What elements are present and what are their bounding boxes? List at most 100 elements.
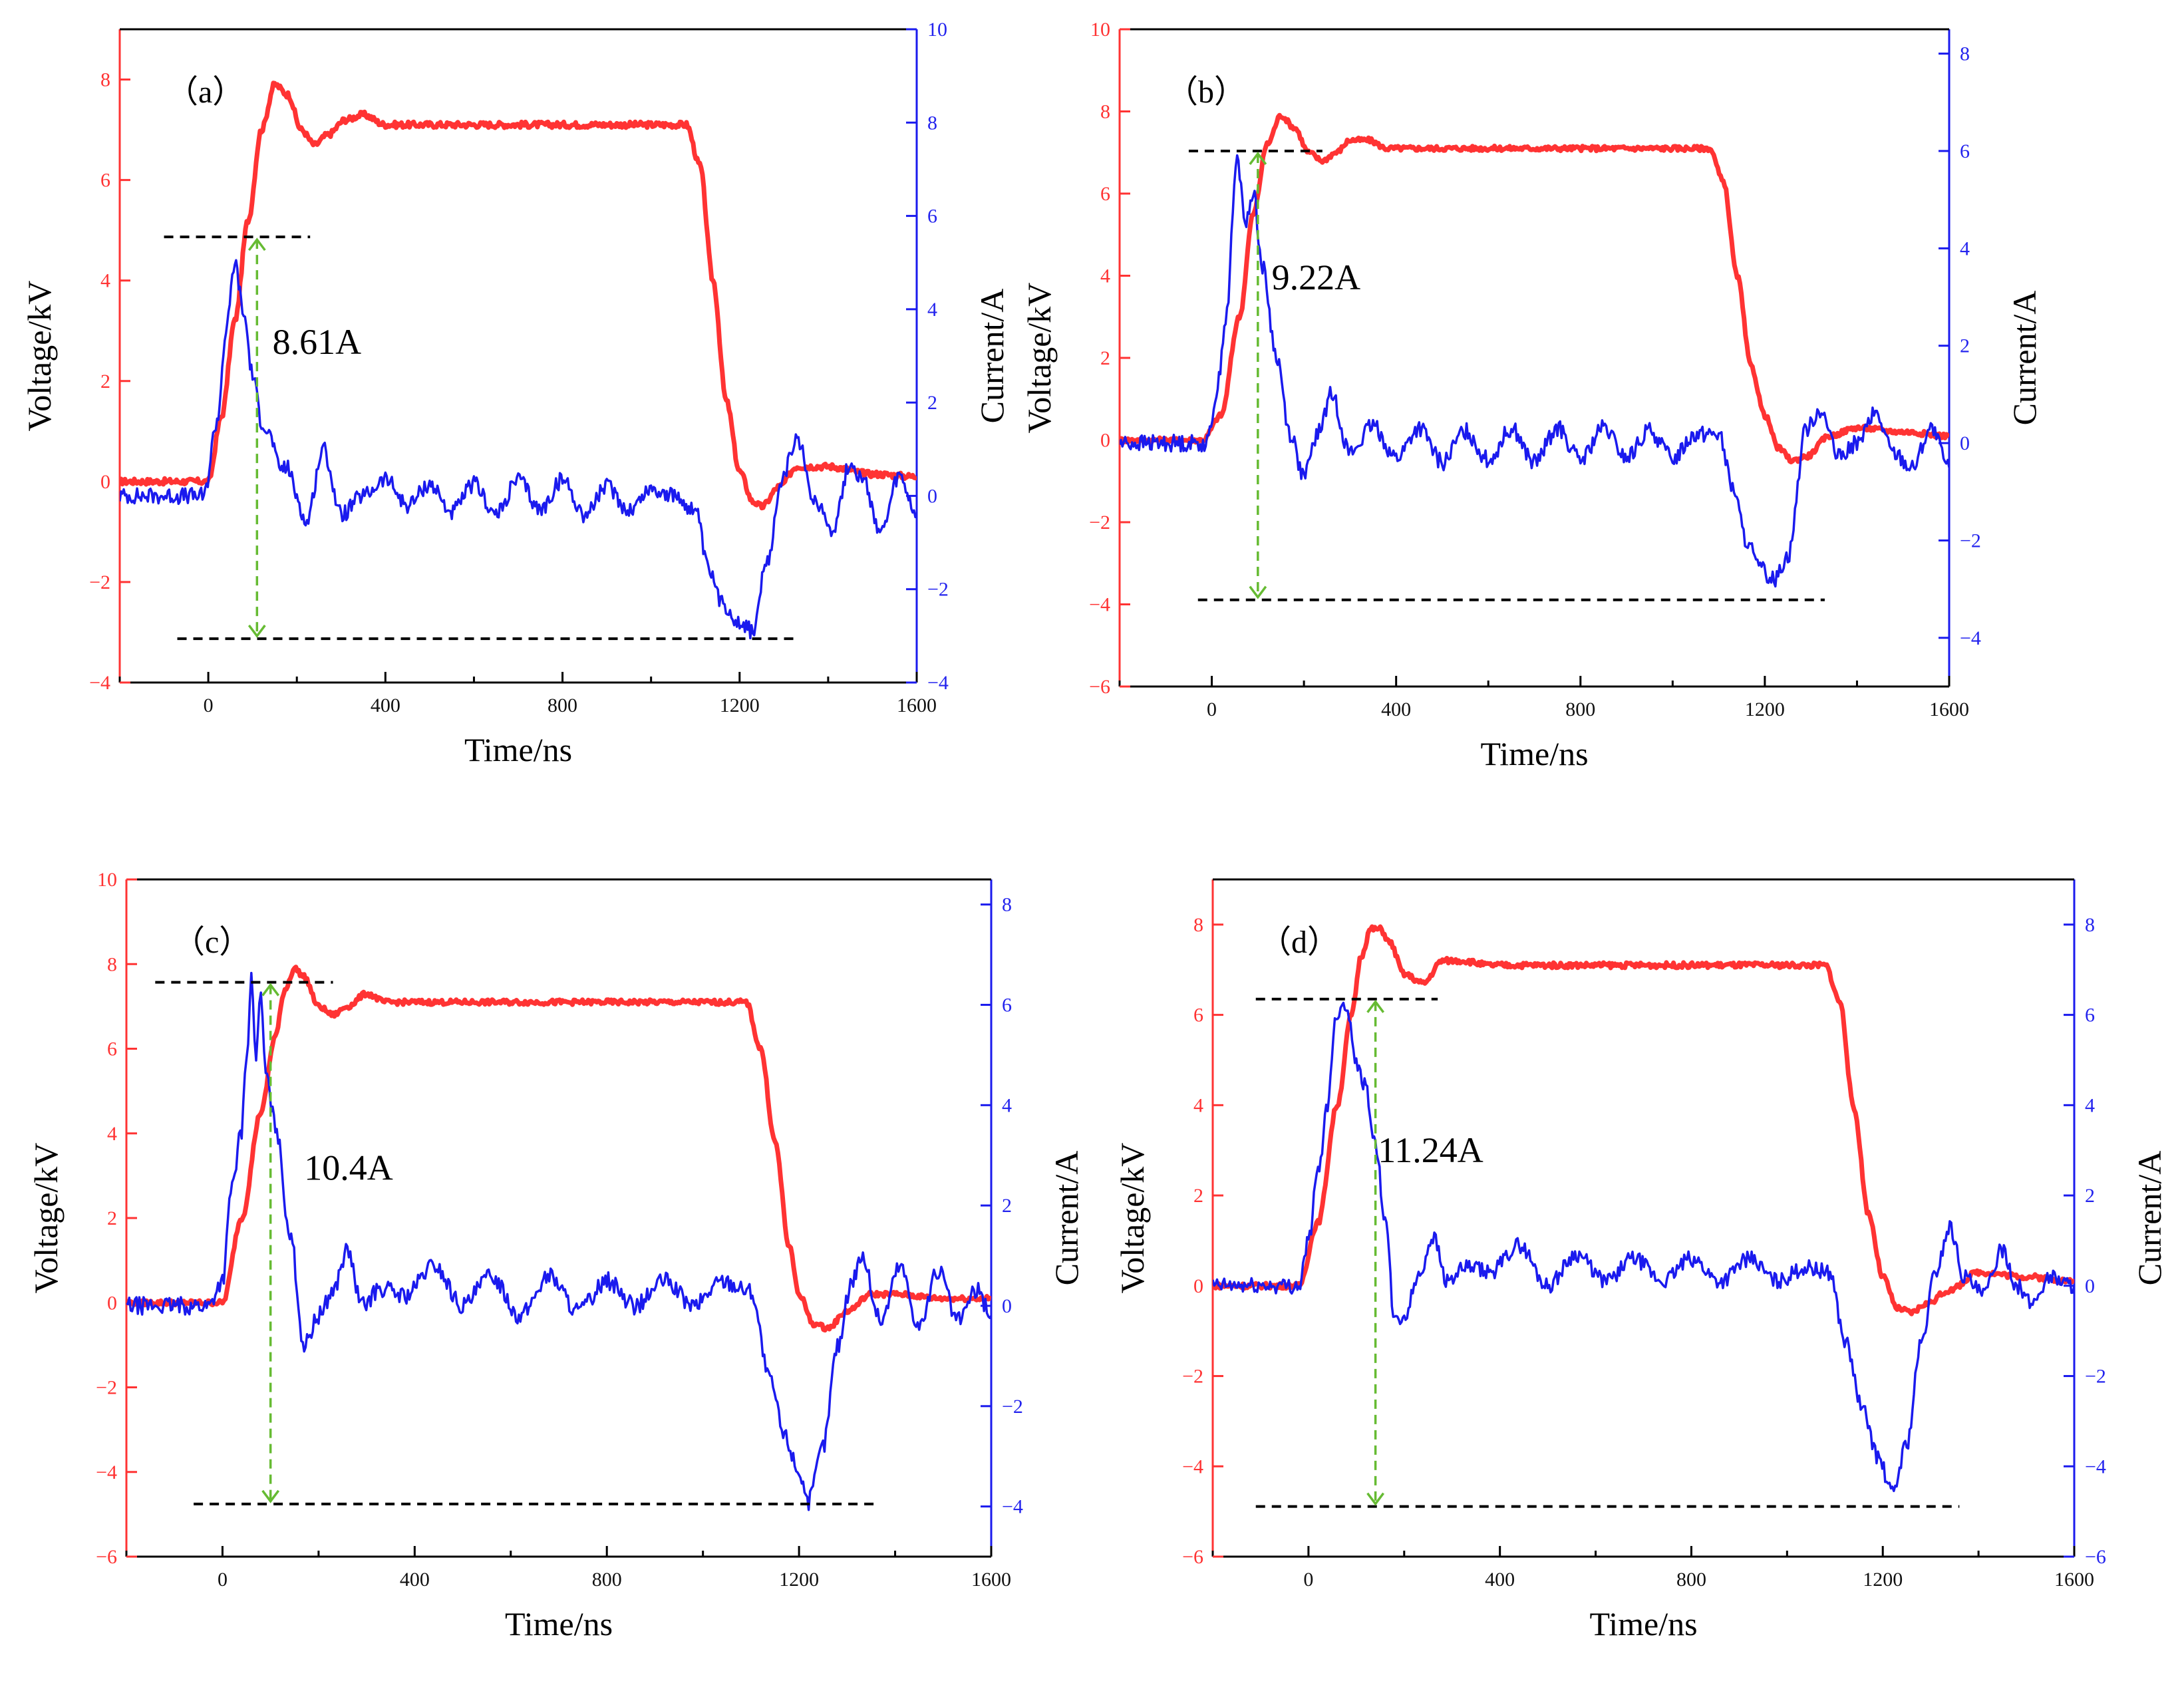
right-axis-title: Current/A — [2131, 1151, 2168, 1286]
left-tick-label: 0 — [1193, 1275, 1203, 1297]
right-tick-label: 4 — [927, 299, 937, 321]
left-tick-label: 2 — [107, 1207, 117, 1229]
right-tick-label: −4 — [927, 672, 949, 694]
right-tick-label: −2 — [2085, 1366, 2106, 1388]
x-axis-title: Time/ns — [1589, 1605, 1697, 1642]
x-axis-title: Time/ns — [464, 731, 572, 768]
left-tick-label: −2 — [96, 1377, 117, 1399]
peak-to-peak-label: 10.4A — [304, 1148, 393, 1188]
left-tick-label: −4 — [96, 1462, 117, 1483]
left-tick-label: 2 — [1193, 1185, 1203, 1207]
x-tick-label: 1600 — [897, 694, 937, 716]
arrow-head-up — [261, 983, 280, 997]
right-tick-label: 2 — [2085, 1185, 2095, 1207]
right-tick-label: 2 — [1960, 335, 1970, 357]
left-tick-label: 10 — [1090, 19, 1110, 41]
left-tick-label: 6 — [1100, 183, 1110, 205]
x-tick-label: 400 — [400, 1569, 430, 1591]
right-tick-label: −2 — [927, 579, 949, 601]
arrow-head-up — [1249, 152, 1267, 166]
right-tick-label: −2 — [1960, 530, 1981, 551]
x-tick-label: 1200 — [1745, 698, 1785, 720]
panel-label: （a） — [166, 75, 244, 110]
x-tick-label: 1600 — [1929, 698, 1969, 720]
x-tick-label: 400 — [371, 694, 400, 716]
x-tick-label: 1600 — [971, 1569, 1011, 1591]
left-tick-label: −6 — [1182, 1546, 1203, 1568]
panel-a: 0 400 800 1200 1600−4−202468−4−20246810Time/… — [21, 19, 1011, 768]
left-tick-label: 4 — [1193, 1094, 1203, 1116]
left-tick-label: 8 — [107, 953, 117, 975]
current-series-line — [1213, 1001, 2074, 1493]
x-tick-label: 1200 — [720, 694, 760, 716]
right-tick-label: 8 — [2085, 914, 2095, 936]
current-series-line — [120, 259, 917, 640]
right-tick-label: 6 — [1960, 140, 1970, 162]
left-tick-label: 2 — [100, 371, 110, 392]
left-tick-label: 8 — [1193, 914, 1203, 936]
right-tick-label: 6 — [1002, 995, 1012, 1016]
left-tick-label: 0 — [1100, 430, 1110, 452]
left-tick-label: 8 — [1100, 101, 1110, 123]
x-tick-label: 800 — [1676, 1569, 1706, 1591]
left-tick-label: −6 — [1089, 676, 1110, 698]
left-tick-label: 10 — [97, 869, 117, 891]
right-tick-label: 10 — [927, 19, 947, 41]
left-tick-label: −2 — [89, 571, 110, 593]
panel-c: 0 400 800 1200 1600 −6 −4 −2 0 2 4 6 8 10 −4 −2 0 2 4 6 8 Tim… — [27, 869, 1085, 1642]
right-axis-title: Current/A — [973, 289, 1011, 424]
panel-label: （b） — [1166, 75, 1246, 110]
right-tick-label: 4 — [1960, 237, 1970, 259]
right-tick-label: −4 — [1960, 627, 1981, 649]
panel-b: 0 400 800 1200 1600 −6 −4 −2 0 2 4 6 8 10 −4 −2 0 2 4 6 8 Tim… — [1020, 19, 2043, 772]
x-tick-label: 0 — [1207, 698, 1217, 720]
x-axis-title: Time/ns — [1480, 735, 1588, 772]
x-tick-label: 0 — [1303, 1569, 1313, 1591]
right-tick-label: 0 — [1002, 1295, 1012, 1317]
panel-label: （d） — [1259, 925, 1339, 960]
peak-to-peak-label: 9.22A — [1272, 257, 1361, 297]
left-axis-title: Voltage/kV — [1114, 1143, 1151, 1294]
right-tick-label: 0 — [927, 485, 937, 507]
left-axis-title: Voltage/kV — [27, 1143, 65, 1294]
right-tick-label: 8 — [1002, 894, 1012, 916]
panel-label: （c） — [173, 925, 251, 960]
x-tick-label: 0 — [204, 694, 214, 716]
arrow-head-down — [261, 1489, 280, 1503]
right-tick-label: −4 — [1002, 1496, 1023, 1518]
x-tick-label: 1600 — [2054, 1569, 2094, 1591]
left-tick-label: 4 — [1100, 265, 1110, 287]
current-series-line — [126, 971, 991, 1511]
left-tick-label: 6 — [107, 1038, 117, 1060]
x-tick-label: 800 — [1565, 698, 1595, 720]
right-tick-label: 4 — [1002, 1094, 1012, 1116]
left-tick-label: −6 — [96, 1546, 117, 1568]
arrow-head-up — [247, 237, 266, 251]
peak-to-peak-label: 8.61A — [273, 322, 362, 362]
right-tick-label: 8 — [927, 112, 937, 134]
arrow-head-down — [1249, 585, 1267, 599]
peak-to-peak-label: 11.24A — [1378, 1130, 1483, 1170]
right-tick-label: 6 — [927, 206, 937, 228]
arrow-head-down — [247, 625, 266, 638]
left-tick-label: 0 — [107, 1292, 117, 1314]
right-tick-label: 4 — [2085, 1094, 2095, 1116]
right-tick-label: −2 — [1002, 1396, 1023, 1418]
left-tick-label: 6 — [1193, 1004, 1203, 1026]
x-tick-label: 800 — [592, 1569, 622, 1591]
right-tick-label: −6 — [2085, 1546, 2106, 1568]
x-tick-label: 1200 — [1863, 1569, 1903, 1591]
left-tick-label: −4 — [1089, 594, 1110, 616]
left-axis-title: Voltage/kV — [1020, 283, 1058, 434]
right-tick-label: 2 — [927, 392, 937, 414]
arrow-head-down — [1366, 1492, 1385, 1506]
right-axis-title: Current/A — [1048, 1151, 1085, 1286]
right-tick-label: 0 — [2085, 1275, 2095, 1297]
arrow-head-up — [1366, 999, 1385, 1013]
right-tick-label: 6 — [2085, 1004, 2095, 1026]
left-axis-title: Voltage/kV — [21, 281, 58, 432]
right-tick-label: 2 — [1002, 1195, 1012, 1217]
left-tick-label: −2 — [1182, 1366, 1203, 1388]
x-axis-title: Time/ns — [505, 1605, 613, 1642]
